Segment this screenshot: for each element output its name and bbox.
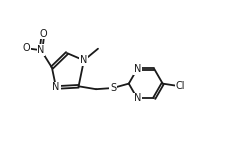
Text: N: N [37, 45, 45, 55]
Text: N: N [52, 83, 60, 93]
Text: O: O [39, 29, 47, 39]
Text: O: O [22, 43, 30, 53]
Text: N: N [134, 64, 141, 74]
Text: S: S [110, 83, 116, 93]
Text: Cl: Cl [176, 81, 185, 91]
Text: N: N [80, 55, 88, 65]
Text: N: N [134, 93, 141, 103]
